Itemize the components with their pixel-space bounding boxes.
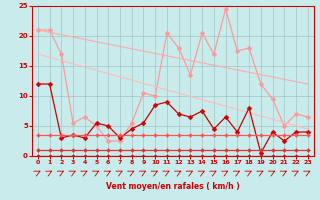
X-axis label: Vent moyen/en rafales ( km/h ): Vent moyen/en rafales ( km/h ) bbox=[106, 182, 240, 191]
